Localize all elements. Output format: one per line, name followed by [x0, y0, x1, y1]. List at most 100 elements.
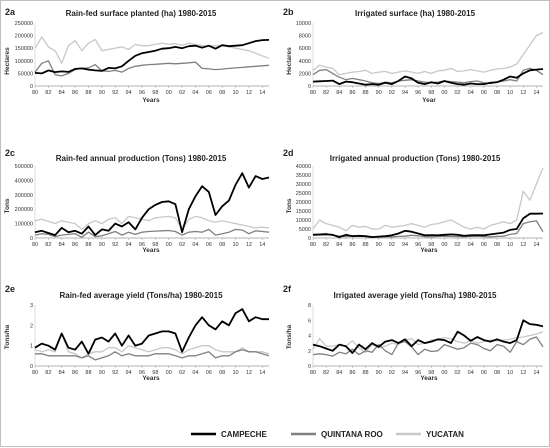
- x-tick-label: 02: [179, 90, 185, 96]
- x-tick-label: 90: [99, 370, 105, 376]
- y-tick-label: 2: [30, 323, 33, 329]
- x-tick-label: 06: [481, 242, 487, 248]
- x-tick-label: 86: [72, 370, 78, 376]
- x-tick-label: 96: [139, 242, 145, 248]
- x-tick-label: 84: [59, 90, 65, 96]
- x-tick-label: 10: [233, 242, 239, 248]
- x-tick-label: 10: [507, 90, 513, 96]
- x-tick-label: 06: [481, 90, 487, 96]
- x-tick-label: 96: [415, 90, 421, 96]
- series-line-yucatan: [34, 36, 270, 64]
- series-line-campeche: [312, 319, 544, 354]
- x-tick-label: 14: [259, 242, 265, 248]
- x-tick-label: 10: [233, 90, 239, 96]
- chart-2e: 2e Rain-fed average yield (Tons/ha) 1980-…: [4, 284, 270, 382]
- x-tick-label: 08: [494, 370, 500, 376]
- x-tick-label: 98: [428, 370, 434, 376]
- x-tick-label: 98: [152, 242, 158, 248]
- y-tick-label: 1: [30, 344, 33, 350]
- x-tick-label: 06: [206, 242, 212, 248]
- y-axis-label: Hectares: [286, 47, 293, 75]
- panel-label: 2b: [283, 7, 294, 17]
- x-tick-label: 82: [323, 370, 329, 376]
- series-line-yucatan: [312, 31, 544, 76]
- chart-title: Rain-fed average yield (Tons/ha) 1980-20…: [59, 291, 223, 300]
- x-tick-label: 98: [152, 90, 158, 96]
- y-tick-label: 0: [30, 236, 33, 242]
- x-tick-label: 04: [192, 90, 198, 96]
- x-tick-label: 80: [32, 242, 38, 248]
- y-tick-label: 30000: [296, 182, 311, 188]
- x-tick-label: 88: [85, 90, 91, 96]
- x-tick-label: 82: [323, 242, 329, 248]
- x-axis-label: Years: [142, 97, 160, 104]
- y-tick-label: 20000: [296, 200, 311, 206]
- series-line-yucatan: [312, 167, 544, 232]
- y-tick-label: 2000: [299, 71, 311, 77]
- chart-2f: 2f Irrigated average yield (Tons/ha) 1980…: [283, 284, 544, 382]
- x-tick-label: 80: [310, 370, 316, 376]
- x-tick-label: 94: [402, 242, 408, 248]
- y-tick-label: 400000: [15, 178, 33, 184]
- y-tick-label: 10000: [296, 21, 311, 27]
- x-tick-label: 08: [219, 242, 225, 248]
- x-tick-label: 84: [59, 242, 65, 248]
- x-tick-label: 80: [310, 242, 316, 248]
- x-tick-label: 10: [507, 242, 513, 248]
- legend-label: QUINTANA ROO: [321, 430, 383, 439]
- x-tick-label: 04: [192, 370, 198, 376]
- x-tick-label: 88: [363, 242, 369, 248]
- y-tick-label: 0: [30, 364, 33, 370]
- series-line-campeche: [34, 308, 269, 355]
- y-tick-label: 100000: [15, 59, 33, 65]
- y-tick-label: 8: [308, 303, 311, 309]
- y-tick-label: 10000: [296, 218, 311, 224]
- y-tick-label: 35000: [296, 173, 311, 179]
- y-tick-label: 0: [308, 236, 311, 242]
- y-tick-label: 100000: [15, 222, 33, 228]
- series-line-campeche: [312, 68, 544, 86]
- x-tick-label: 14: [533, 242, 539, 248]
- x-axis-label: Years: [142, 247, 160, 254]
- x-tick-label: 06: [206, 370, 212, 376]
- chart-title: Rain-fed annual production (Tons) 1980-2…: [56, 154, 227, 163]
- x-tick-label: 84: [336, 90, 342, 96]
- x-tick-label: 00: [441, 90, 447, 96]
- x-tick-label: 10: [507, 370, 513, 376]
- x-tick-label: 04: [468, 90, 474, 96]
- panel-label: 2a: [5, 7, 16, 17]
- x-tick-label: 90: [376, 370, 382, 376]
- legend: CAMPECHE QUINTANA ROO YUCATAN: [191, 430, 464, 439]
- x-tick-label: 94: [402, 370, 408, 376]
- x-tick-label: 82: [45, 242, 51, 248]
- series-line-campeche: [34, 39, 270, 75]
- x-tick-label: 80: [310, 90, 316, 96]
- series-line-campeche: [312, 212, 544, 239]
- series-line-campeche: [34, 172, 270, 237]
- x-tick-label: 08: [219, 370, 225, 376]
- y-tick-label: 8000: [299, 34, 311, 40]
- chart-title: Irrigated average yield (Tons/ha) 1980-2…: [333, 291, 497, 300]
- y-tick-label: 3: [30, 303, 33, 309]
- y-tick-label: 0: [30, 84, 33, 90]
- y-tick-label: 0: [308, 364, 311, 370]
- x-tick-label: 14: [259, 90, 265, 96]
- x-tick-label: 00: [441, 242, 447, 248]
- y-tick-label: 300000: [15, 193, 33, 199]
- chart-2c: 2c Rain-fed annual production (Tons) 1980…: [4, 148, 270, 254]
- x-tick-label: 02: [179, 242, 185, 248]
- x-tick-label: 92: [112, 90, 118, 96]
- x-tick-label: 04: [192, 242, 198, 248]
- y-tick-label: 150000: [15, 46, 33, 52]
- x-tick-label: 06: [206, 90, 212, 96]
- x-axis-label: Year: [422, 97, 436, 104]
- y-tick-label: 4: [308, 334, 311, 340]
- x-tick-label: 80: [32, 90, 38, 96]
- chart-2a: 2a Rain-fed surface planted (ha) 1980-201…: [4, 7, 270, 104]
- x-tick-label: 00: [166, 370, 172, 376]
- x-tick-label: 96: [139, 90, 145, 96]
- x-tick-label: 90: [376, 242, 382, 248]
- x-tick-label: 04: [468, 242, 474, 248]
- x-tick-label: 92: [389, 90, 395, 96]
